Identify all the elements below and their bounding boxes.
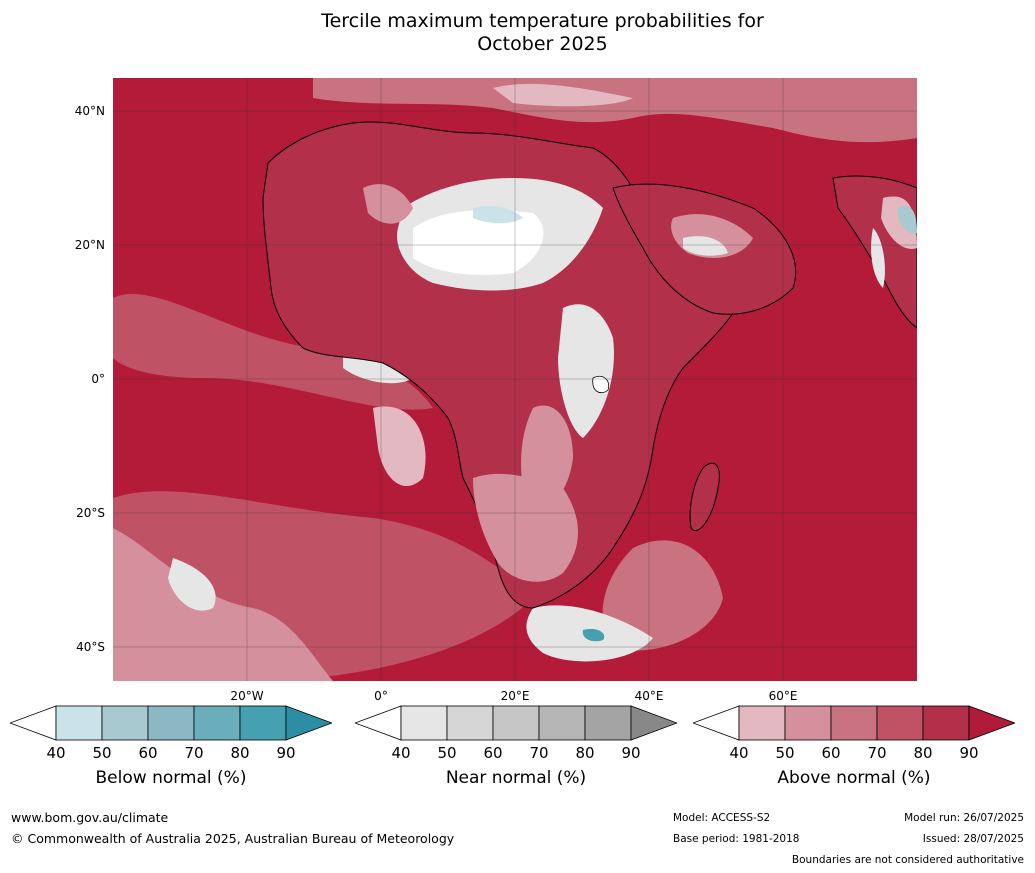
colorbar-tick-label: 50 (775, 744, 795, 762)
colorbar-tick-label: 80 (575, 744, 595, 762)
colorbar-segment (876, 705, 924, 741)
colorbar-tick-label: 90 (959, 744, 979, 762)
footer-url: www.bom.gov.au/climate (11, 810, 169, 825)
footer-disclaimer: Boundaries are not considered authoritat… (791, 854, 1024, 866)
lon-label-20e: 20°E (500, 689, 530, 703)
colorbar-segment (538, 705, 586, 741)
footer-model-run: Model run: 26/07/2025 (904, 812, 1024, 824)
colorbar-segment (830, 705, 878, 741)
south-atlantic-white (168, 558, 216, 611)
lat-label-20n: 20°N (74, 238, 105, 252)
lon-label-60e: 60°E (768, 689, 798, 703)
colorbar-tick-label: 80 (230, 744, 250, 762)
colorbar-high-extend (630, 705, 677, 741)
graticule (113, 78, 917, 681)
europe-region (313, 78, 917, 143)
title-line-2: October 2025 (477, 33, 608, 55)
colorbar-segment (55, 705, 103, 741)
colorbar-tick-label: 40 (391, 744, 411, 762)
nw-sahara-light (363, 184, 413, 224)
lon-label-0: 0° (374, 689, 388, 703)
colorbar-low-extend (693, 705, 740, 741)
balkans-light (493, 83, 633, 107)
lat-label-0: 0° (91, 372, 105, 386)
colorbar-above-normal (693, 705, 1015, 741)
atlantic-band (113, 293, 433, 410)
colorbar-segment (193, 705, 241, 741)
colorbar-segment (922, 705, 970, 741)
india-white (871, 228, 885, 288)
footer-base-period: Base period: 1981-2018 (673, 833, 800, 845)
colorbar-low-extend (10, 705, 57, 741)
footer-model: Model: ACCESS-S2 (673, 812, 771, 824)
colorbar-tick-label: 40 (729, 744, 749, 762)
sahara-blue (473, 206, 523, 224)
colorbar-tick-label: 70 (184, 744, 204, 762)
colorbar-segment (492, 705, 540, 741)
lat-label-40s: 40°S (76, 640, 105, 654)
south-indian-patch (602, 540, 723, 651)
colorbar-low-extend (355, 705, 402, 741)
arabia-white (683, 236, 728, 256)
sahara-white (413, 210, 544, 275)
india-blue (898, 206, 917, 234)
colorbar-tick-label: 80 (913, 744, 933, 762)
colorbar-segment (147, 705, 195, 741)
colorbar-tick-label: 90 (276, 744, 296, 762)
colorbar-segment (784, 705, 832, 741)
colorbar-segment (584, 705, 632, 741)
lon-label-20w: 20°W (230, 689, 264, 703)
colorbar-segment (738, 705, 786, 741)
lon-label-40e: 40°E (634, 689, 664, 703)
colorbar-high-extend (968, 705, 1015, 741)
colorbar-high-extend (285, 705, 332, 741)
colorbar-tick-label: 60 (483, 744, 503, 762)
colorbar-tick-label: 60 (821, 744, 841, 762)
colorbar-segment (446, 705, 494, 741)
colorbar-near-normal (355, 705, 677, 741)
chart-title: Tercile maximum temperature probabilitie… (0, 10, 1035, 56)
colorbar-segment (101, 705, 149, 741)
probability-map (113, 78, 917, 681)
footer-copyright: © Commonwealth of Australia 2025, Austra… (11, 831, 455, 846)
map-canvas (113, 78, 917, 681)
colorbar-tick-label: 60 (138, 744, 158, 762)
caption-above-normal: Above normal (%) (777, 768, 931, 788)
caption-below-normal: Below normal (%) (95, 768, 247, 788)
lat-label-20s: 20°S (76, 506, 105, 520)
caption-near-normal: Near normal (%) (445, 768, 587, 788)
footer-issued: Issued: 28/07/2025 (922, 833, 1024, 845)
lake-victoria (592, 375, 610, 394)
title-line-1: Tercile maximum temperature probabilitie… (321, 10, 764, 32)
colorbar-tick-label: 50 (92, 744, 112, 762)
south-atlantic-light (113, 528, 333, 681)
colorbar-tick-label: 90 (621, 744, 641, 762)
lat-label-40n: 40°N (74, 104, 105, 118)
colorbar-segment (239, 705, 287, 741)
africa-continent (262, 121, 734, 609)
colorbar-tick-label: 50 (437, 744, 457, 762)
colorbar-segment (400, 705, 448, 741)
cape-blue (582, 628, 605, 642)
colorbar-tick-label: 70 (867, 744, 887, 762)
east-africa-near-normal (558, 304, 614, 438)
madagascar (689, 462, 720, 531)
colorbar-tick-label: 40 (46, 744, 66, 762)
gulf-of-guinea-light (373, 406, 426, 487)
colorbar-tick-label: 70 (529, 744, 549, 762)
colorbar-below-normal (10, 705, 332, 741)
southern-africa-light (473, 473, 578, 582)
